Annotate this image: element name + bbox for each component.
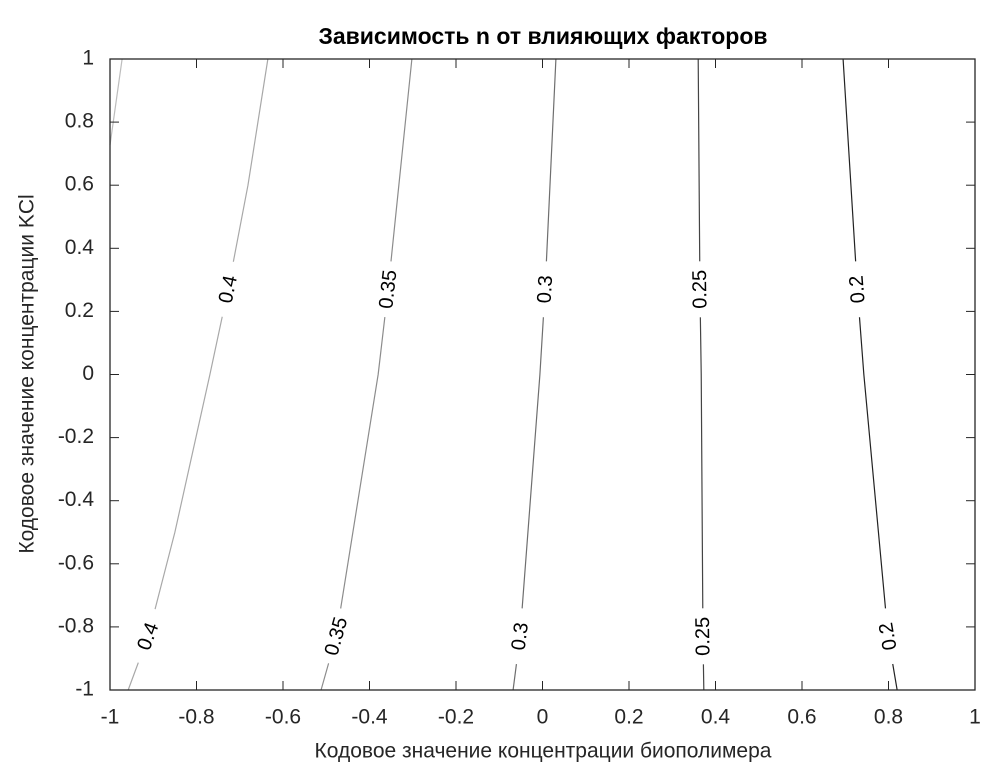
y-tick-label: 0.4 bbox=[65, 236, 95, 259]
contour-label-bg bbox=[871, 606, 905, 666]
contour-label-bg bbox=[690, 608, 716, 665]
x-tick-label: 0.6 bbox=[787, 706, 816, 729]
contour-label-group: 0.35 bbox=[317, 606, 356, 667]
contour-label: 0.3 bbox=[508, 621, 533, 651]
contour-label: 0.3 bbox=[534, 275, 558, 304]
contour-label-group: 0.3 bbox=[504, 607, 536, 666]
y-tick-label: 1 bbox=[82, 47, 94, 70]
contour-label-bg bbox=[210, 259, 246, 320]
contour-label-bg bbox=[317, 606, 356, 667]
y-axis-label: Кодовое значение концентрации KCl bbox=[16, 194, 39, 553]
chart-title: Зависимость n от влияющих факторов bbox=[318, 23, 767, 49]
contour-label: 0.25 bbox=[689, 270, 712, 309]
x-tick-label: 0.8 bbox=[874, 706, 903, 729]
x-tick-label: -1 bbox=[101, 706, 120, 729]
y-tick-label: -0.8 bbox=[58, 614, 94, 637]
contour-label: 0.2 bbox=[846, 275, 870, 304]
x-tick-label: 0 bbox=[537, 706, 549, 729]
contour-label: 0.25 bbox=[692, 617, 715, 656]
x-tick-label: 1 bbox=[969, 706, 981, 729]
contour-line bbox=[127, 58, 269, 691]
contour-label: 0.2 bbox=[875, 621, 901, 652]
y-tick-label: -0.2 bbox=[58, 425, 94, 448]
contour-line bbox=[320, 58, 413, 691]
y-tick-label: 0.2 bbox=[65, 299, 94, 322]
contour-label-group: 0.35 bbox=[372, 260, 404, 319]
contour-label-group: 0.25 bbox=[690, 608, 716, 665]
y-tick-label: 0.6 bbox=[65, 173, 94, 196]
contour-label-bg bbox=[372, 260, 404, 319]
contour-label-group: 0.25 bbox=[687, 261, 713, 318]
contour-label-group: 0.3 bbox=[531, 260, 559, 318]
y-tick-label: -1 bbox=[75, 678, 94, 701]
contour-label: 0.35 bbox=[375, 269, 401, 310]
plot-frame bbox=[109, 58, 976, 691]
contour-label-group: 0.2 bbox=[871, 606, 905, 666]
y-tick-label: -0.6 bbox=[58, 551, 94, 574]
x-tick-label: -0.2 bbox=[438, 706, 474, 729]
y-tick-label: -0.4 bbox=[58, 488, 95, 511]
x-tick-label: -0.4 bbox=[351, 706, 388, 729]
contour-label-bg bbox=[531, 260, 559, 318]
contour-line bbox=[697, 58, 705, 691]
contour-label-bg bbox=[504, 607, 536, 666]
y-tick-label: 0.8 bbox=[65, 110, 94, 133]
x-tick-label: -0.8 bbox=[178, 706, 214, 729]
x-tick-label: 0.2 bbox=[614, 706, 643, 729]
y-tick-label: 0 bbox=[82, 362, 94, 385]
contour-label-group: 0.4 bbox=[210, 259, 246, 320]
contour-label-group: 0.4 bbox=[127, 605, 170, 667]
contour-label-bg bbox=[843, 260, 872, 319]
contour-label-bg bbox=[687, 261, 713, 318]
contour-label: 0.35 bbox=[321, 615, 353, 658]
x-tick-label: 0.4 bbox=[701, 706, 731, 729]
contour-line bbox=[842, 58, 898, 691]
contour-label-bg bbox=[127, 605, 170, 667]
x-axis-label: Кодовое значение концентрации биополимер… bbox=[315, 740, 772, 763]
contour-label-group: 0.2 bbox=[843, 260, 872, 319]
x-tick-label: -0.6 bbox=[265, 706, 301, 729]
contour-line bbox=[109, 58, 123, 146]
contour-line bbox=[512, 58, 557, 691]
